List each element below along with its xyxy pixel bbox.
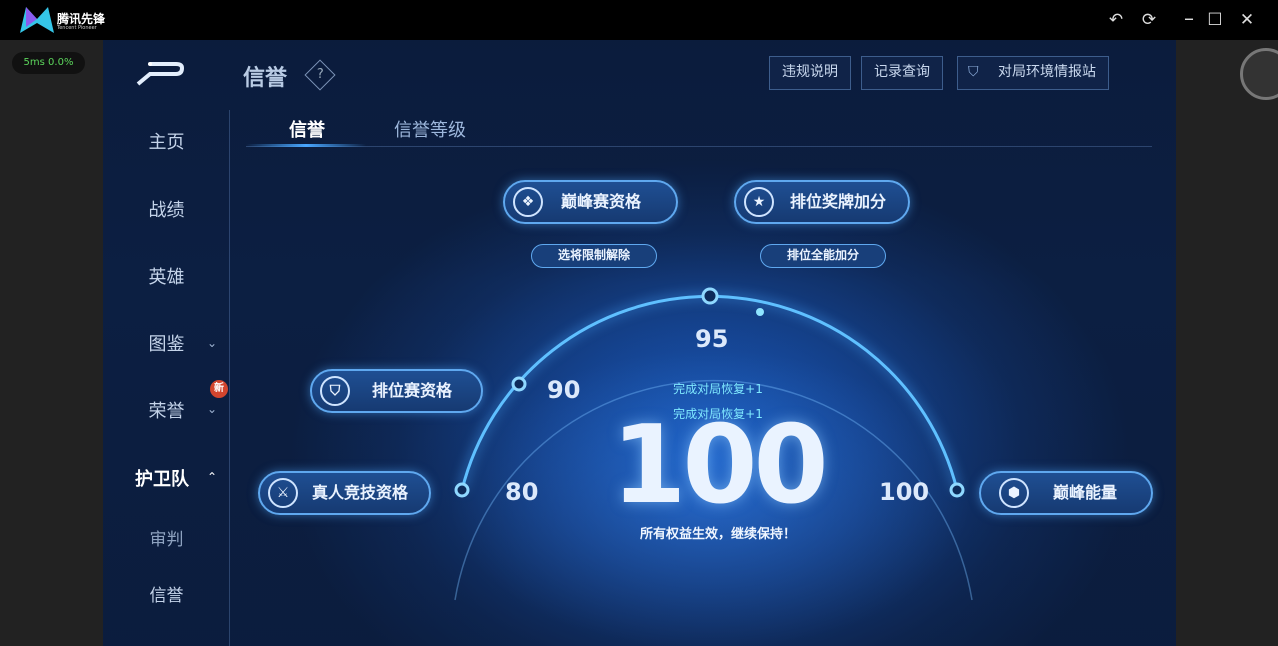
threshold-80: 80 bbox=[505, 478, 539, 506]
minimize-button[interactable]: – bbox=[1184, 6, 1194, 30]
credit-score: 100 bbox=[611, 403, 828, 528]
ranked-bonus-label: 排位奖牌加分 bbox=[790, 192, 887, 211]
pvp-label: 真人竞技资格 bbox=[312, 483, 409, 502]
sidebar-item-guard-team[interactable]: 护卫队 bbox=[135, 469, 189, 490]
cube-icon: ⬢ bbox=[999, 478, 1029, 508]
credit-status: 所有权益生效，继续保持！ bbox=[639, 527, 796, 542]
sidebar-item-heroes[interactable]: 英雄 bbox=[148, 267, 185, 288]
help-icon: ? bbox=[316, 67, 324, 83]
shield-icon: ⛉ bbox=[320, 376, 350, 406]
sidebar-item-encyclopedia[interactable]: 图鉴 bbox=[148, 334, 185, 355]
maximize-icon[interactable]: ☐ bbox=[1207, 10, 1223, 30]
refresh-icon[interactable]: ⟳ bbox=[1141, 10, 1157, 30]
app-title: 腾讯先锋 bbox=[57, 12, 106, 26]
star-icon: ★ bbox=[744, 187, 774, 217]
chevron-down-icon: ⌄ bbox=[207, 336, 218, 350]
marker-90 bbox=[511, 376, 527, 392]
marker-95 bbox=[701, 287, 719, 305]
pvp-qualification-button[interactable]: ⚔ 真人竞技资格 bbox=[258, 471, 431, 515]
shield-icon: ⛉ bbox=[968, 64, 979, 80]
page-title: 信誉 bbox=[243, 66, 288, 91]
peak-qualification-button[interactable]: ❖ 巅峰赛资格 bbox=[503, 180, 678, 224]
left-panel bbox=[0, 40, 103, 646]
chevron-down-icon: ⌄ bbox=[207, 402, 218, 416]
ranked-label: 排位赛资格 bbox=[372, 381, 453, 400]
right-panel bbox=[1176, 40, 1278, 646]
close-icon[interactable]: ✕ bbox=[1239, 10, 1255, 30]
threshold-100: 100 bbox=[879, 478, 930, 506]
chevron-up-icon: ⌃ bbox=[207, 470, 218, 484]
peak-energy-button[interactable]: ⬢ 巅峰能量 bbox=[979, 471, 1153, 515]
app-subtitle: Tencent Pioneer bbox=[57, 25, 97, 31]
tab-credit[interactable]: 信誉 bbox=[289, 120, 325, 141]
recovery-note: 完成对局恢复+1 bbox=[673, 407, 763, 421]
sidebar-item-home[interactable]: 主页 bbox=[148, 132, 185, 153]
energy-label: 巅峰能量 bbox=[1053, 483, 1118, 502]
match-env-station-button[interactable]: ⛉ 对局环境情报站 bbox=[957, 56, 1109, 90]
record-query-button[interactable]: 记录查询 bbox=[861, 56, 943, 90]
ranked-medal-bonus-button[interactable]: ★ 排位奖牌加分 bbox=[734, 180, 910, 224]
marker-100 bbox=[949, 482, 965, 498]
credit-arc bbox=[450, 287, 973, 646]
undo-icon[interactable]: ↶ bbox=[1108, 10, 1124, 30]
sidebar-item-honor[interactable]: 荣誉 bbox=[148, 401, 185, 422]
new-badge: 新 bbox=[210, 380, 228, 398]
ranked-qualification-button[interactable]: ⛉ 排位赛资格 bbox=[310, 369, 483, 413]
back-icon[interactable] bbox=[136, 60, 192, 86]
tab-active-indicator bbox=[246, 144, 366, 147]
violation-info-button[interactable]: 违规说明 bbox=[769, 56, 851, 90]
sidebar-item-judgement[interactable]: 审判 bbox=[149, 530, 184, 550]
threshold-90: 90 bbox=[547, 376, 581, 404]
tab-divider bbox=[246, 146, 1152, 147]
sidebar-divider bbox=[229, 110, 230, 646]
threshold-95: 95 bbox=[695, 325, 729, 353]
sword-icon: ⚔ bbox=[268, 478, 298, 508]
marker-80 bbox=[454, 482, 470, 498]
ping-indicator: 5ms 0.0% bbox=[12, 52, 85, 74]
sidebar-item-records[interactable]: 战绩 bbox=[148, 200, 185, 221]
match-env-station-label: 对局环境情报站 bbox=[998, 64, 1096, 80]
pick-restriction-badge: 选将限制解除 bbox=[531, 244, 657, 268]
marker-dot bbox=[756, 308, 764, 316]
peak-label: 巅峰赛资格 bbox=[561, 192, 642, 211]
game-screen: 信誉 ? 违规说明 记录查询 ⛉ 对局环境情报站 主页 战绩 英雄 图鉴 ⌄ 荣誉… bbox=[103, 40, 1176, 646]
tab-credit-level[interactable]: 信誉等级 bbox=[394, 120, 466, 141]
diamond-icon: ❖ bbox=[513, 187, 543, 217]
recovery-note: 完成对局恢复+1 bbox=[673, 382, 763, 396]
floating-button[interactable] bbox=[1240, 48, 1278, 100]
title-bar: 腾讯先锋 Tencent Pioneer ↶ ⟳ – ☐ ✕ bbox=[0, 0, 1278, 40]
sidebar-item-credit[interactable]: 信誉 bbox=[149, 586, 184, 606]
ranked-allround-badge: 排位全能加分 bbox=[760, 244, 886, 268]
app-logo-icon bbox=[20, 7, 54, 33]
